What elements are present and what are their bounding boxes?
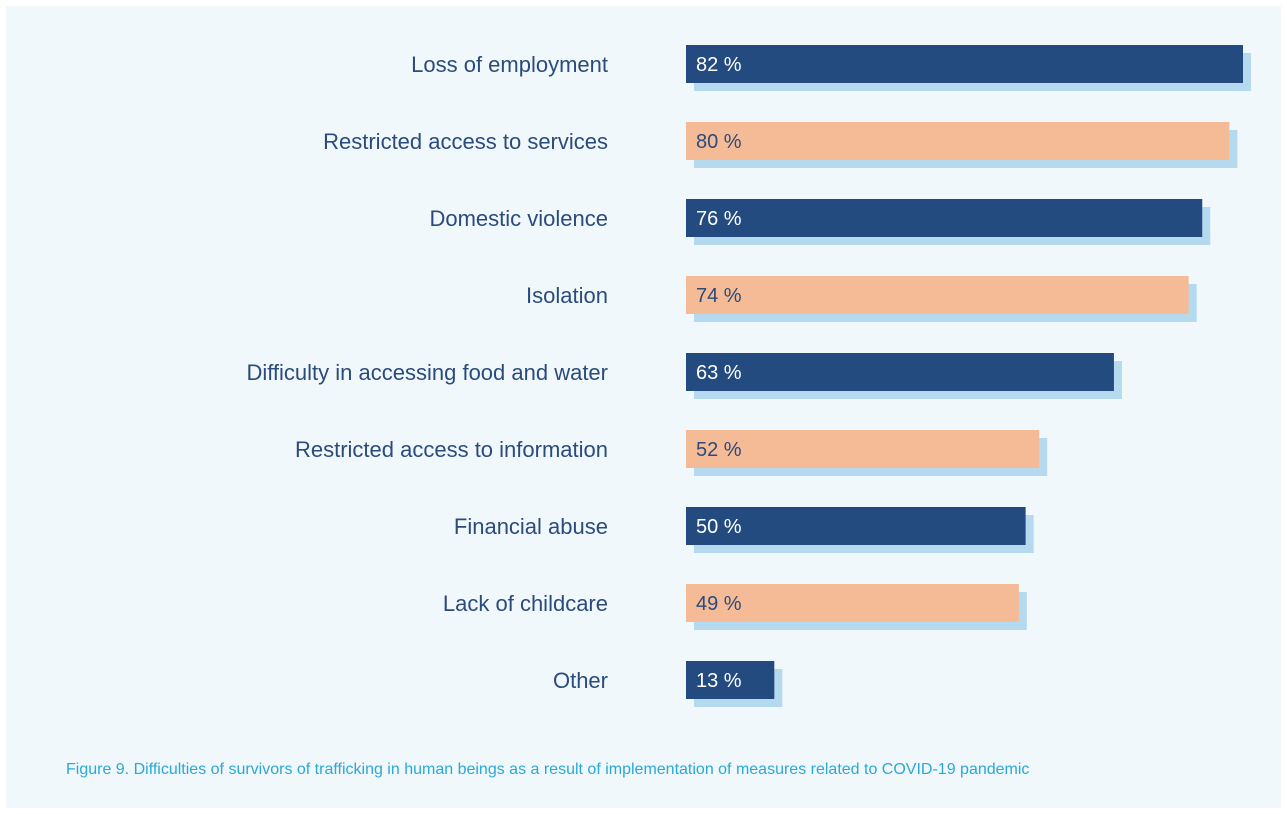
bar-group: 50 % Financial abuse: [454, 507, 1034, 553]
category-label: Domestic violence: [429, 206, 608, 231]
figure-caption: Figure 9. Difficulties of survivors of t…: [66, 761, 1030, 778]
bar: [686, 584, 1019, 622]
bar-group: 13 % Other: [553, 661, 783, 707]
bar-value-label: 82 %: [696, 54, 742, 76]
bar-value-label: 52 %: [696, 439, 742, 461]
category-label: Financial abuse: [454, 514, 608, 539]
bar: [686, 199, 1203, 237]
category-label: Restricted access to services: [323, 129, 608, 154]
bar-value-label: 63 %: [696, 362, 742, 384]
bar: [686, 276, 1189, 314]
bar-group: 74 % Isolation: [526, 276, 1197, 322]
bar-group: 80 % Restricted access to services: [323, 122, 1238, 168]
bar: [686, 507, 1026, 545]
category-label: Restricted access to information: [295, 437, 608, 462]
bar: [686, 661, 775, 699]
bar: [686, 353, 1114, 391]
chart-panel: 82 % Loss of employment 80 % Restricted acc…: [6, 6, 1281, 808]
bar-group: 76 % Domestic violence: [429, 199, 1211, 245]
bar: [686, 122, 1230, 160]
category-label: Loss of employment: [411, 52, 608, 77]
bar: [686, 430, 1040, 468]
bar-value-label: 76 %: [696, 208, 742, 230]
bar-value-label: 74 %: [696, 285, 742, 307]
bar-group: 82 % Loss of employment: [411, 45, 1251, 91]
bar: [686, 45, 1243, 83]
category-label: Other: [553, 668, 608, 693]
category-label: Difficulty in accessing food and water: [246, 360, 608, 385]
bar-value-label: 13 %: [696, 670, 742, 692]
category-label: Isolation: [526, 283, 608, 308]
bar-value-label: 80 %: [696, 131, 742, 153]
bar-chart: 82 % Loss of employment 80 % Restricted acc…: [246, 45, 1251, 707]
bar-value-label: 49 %: [696, 593, 742, 615]
category-label: Lack of childcare: [443, 591, 608, 616]
bar-group: 52 % Restricted access to information: [295, 430, 1048, 476]
bar-group: 63 % Difficulty in accessing food and wat…: [246, 353, 1122, 399]
bar-group: 49 % Lack of childcare: [443, 584, 1027, 630]
bar-value-label: 50 %: [696, 516, 742, 538]
